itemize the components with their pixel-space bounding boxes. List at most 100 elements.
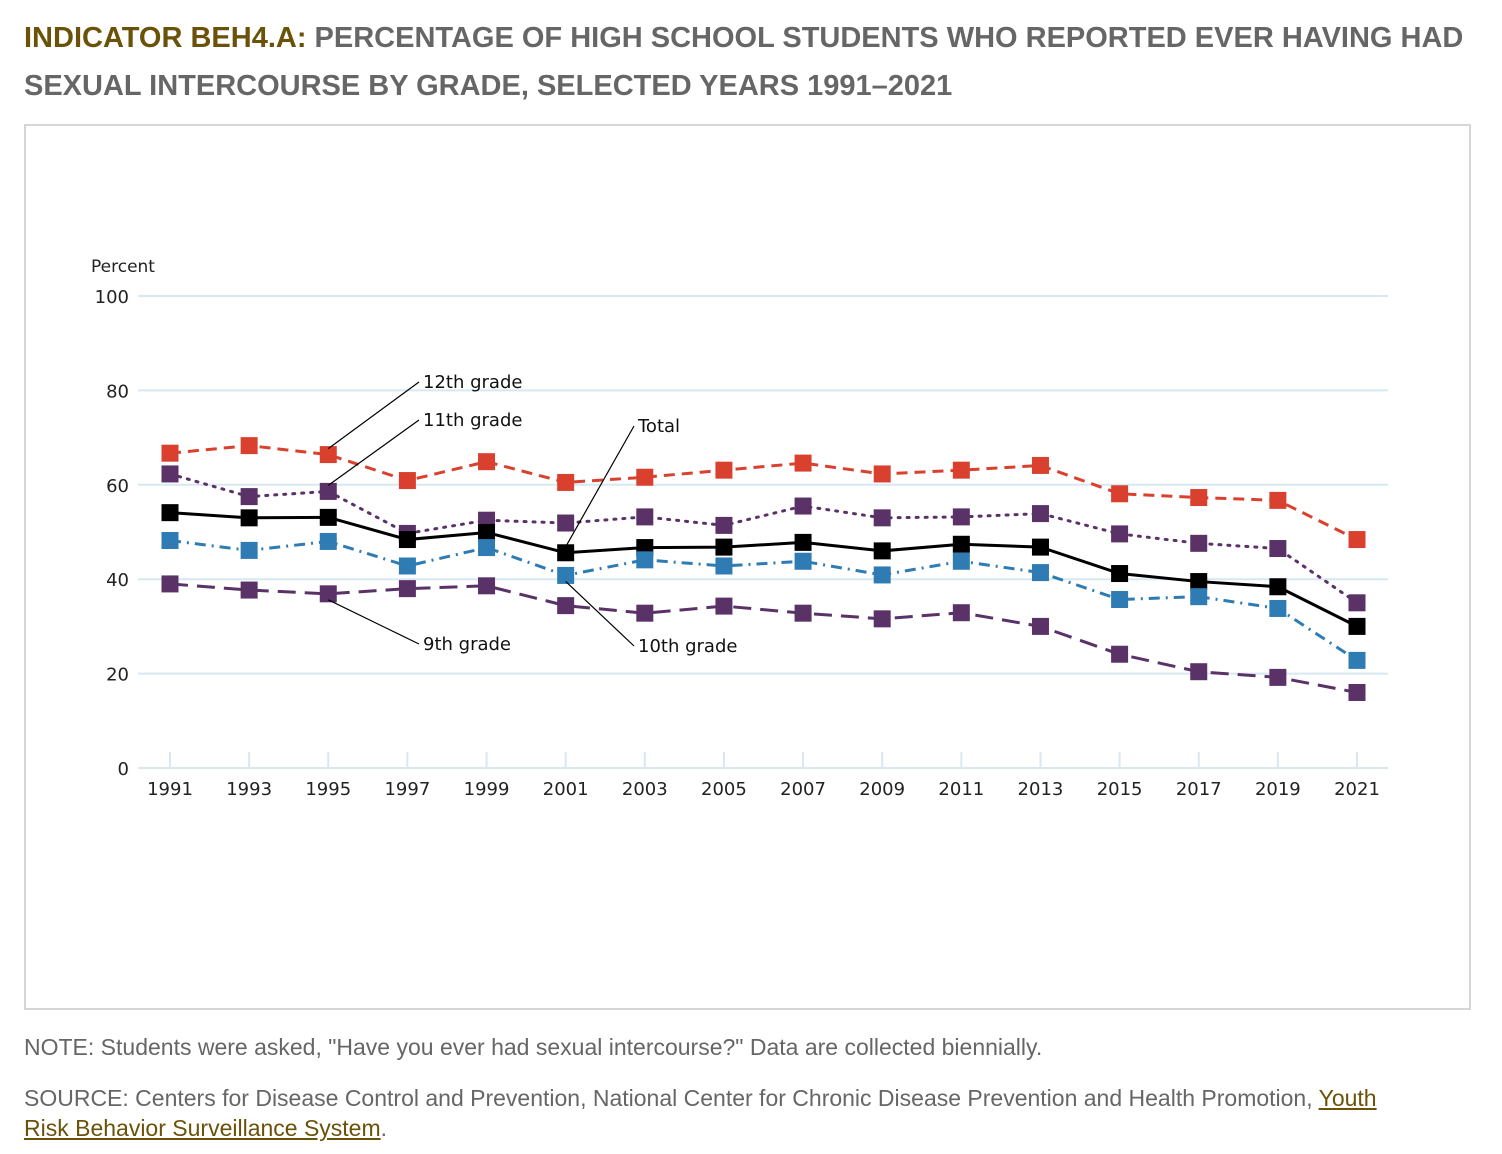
x-tick-label: 2011	[938, 779, 984, 800]
data-point-12th-grade	[240, 437, 258, 455]
data-point-12th-grade	[1111, 485, 1129, 503]
source-link[interactable]: Youth Risk Behavior Surveillance System	[24, 1085, 1377, 1141]
data-point-9th-grade	[161, 575, 179, 593]
data-point-10th-grade	[1190, 588, 1208, 606]
x-tick-label: 2013	[1018, 779, 1064, 800]
data-point-10th-grade	[1269, 599, 1287, 617]
data-point-total	[319, 508, 337, 526]
data-point-10th-grade	[478, 539, 496, 557]
data-point-12th-grade	[1269, 491, 1287, 509]
data-point-10th-grade	[636, 551, 654, 569]
data-point-10th-grade	[1348, 651, 1366, 669]
data-point-11th-grade	[319, 482, 337, 500]
data-point-10th-grade	[952, 552, 970, 570]
series-line-11th-grade	[168, 472, 1359, 605]
y-tick-label: 40	[106, 570, 129, 591]
data-point-10th-grade	[873, 566, 891, 584]
data-point-9th-grade	[1031, 617, 1049, 635]
annotation-label: 11th grade	[423, 410, 522, 431]
title-text: PERCENTAGE OF HIGH SCHOOL STUDENTS WHO R…	[24, 22, 1464, 102]
annotation-label: 12th grade	[423, 372, 522, 393]
annotation-leader	[565, 425, 635, 548]
data-point-total	[873, 542, 891, 560]
x-tick-label: 2001	[543, 779, 589, 800]
data-point-11th-grade	[240, 488, 258, 506]
x-tick-label: 2005	[701, 779, 747, 800]
data-point-12th-grade	[557, 473, 575, 491]
data-point-total	[952, 535, 970, 553]
data-point-9th-grade	[636, 604, 654, 622]
annotation-label: 9th grade	[423, 634, 511, 655]
x-tick-label: 1999	[464, 779, 510, 800]
series-line-9th-grade	[169, 582, 1358, 694]
data-point-10th-grade	[319, 532, 337, 550]
data-point-11th-grade	[794, 497, 812, 515]
annotation-leader	[327, 419, 420, 486]
data-point-9th-grade	[557, 597, 575, 615]
data-point-12th-grade	[161, 444, 179, 462]
data-point-9th-grade	[1190, 663, 1208, 681]
data-point-9th-grade	[794, 604, 812, 622]
y-tick-label: 80	[106, 381, 129, 402]
data-point-12th-grade	[952, 461, 970, 479]
data-point-total	[398, 531, 416, 549]
indicator-label: INDICATOR BEH4.A:	[24, 22, 307, 54]
data-point-9th-grade	[319, 585, 337, 603]
data-point-12th-grade	[873, 465, 891, 483]
source-suffix: .	[380, 1115, 388, 1141]
data-point-9th-grade	[398, 580, 416, 598]
data-point-10th-grade	[240, 541, 258, 559]
annotation-label: 10th grade	[638, 636, 737, 657]
source-text: SOURCE: Centers for Disease Control and …	[24, 1083, 1424, 1143]
x-tick-label: 1991	[147, 779, 193, 800]
data-point-11th-grade	[1190, 534, 1208, 552]
x-tick-label: 2019	[1255, 779, 1301, 800]
chart-title: INDICATOR BEH4.A: PERCENTAGE OF HIGH SCH…	[24, 14, 1464, 110]
data-point-11th-grade	[161, 465, 179, 483]
data-point-total	[161, 504, 179, 522]
data-point-12th-grade	[398, 472, 416, 490]
data-point-11th-grade	[952, 508, 970, 526]
line-chart: 0 20 40 60 80 100 Percent 1991 1993 1995 1997 1999 2…	[91, 257, 1388, 800]
data-point-12th-grade	[1348, 531, 1366, 549]
data-point-9th-grade	[873, 610, 891, 628]
series-line-10th-grade	[169, 539, 1358, 662]
data-point-11th-grade	[873, 509, 891, 527]
data-point-total	[557, 544, 575, 562]
data-point-11th-grade	[557, 514, 575, 532]
annotation-leader	[328, 599, 420, 645]
data-point-total	[794, 533, 812, 551]
data-point-total	[715, 538, 733, 556]
x-tick-label: 2015	[1097, 779, 1143, 800]
x-tick-label: 1997	[384, 779, 430, 800]
x-tick-label: 2021	[1334, 779, 1380, 800]
x-tick-label: 2007	[780, 779, 826, 800]
annotation-leader	[565, 580, 635, 647]
data-point-total	[1348, 617, 1366, 635]
data-point-10th-grade	[557, 566, 575, 584]
y-tick-label: 60	[106, 476, 129, 497]
data-point-10th-grade	[794, 552, 812, 570]
y-axis-label: Percent	[91, 257, 155, 277]
data-point-10th-grade	[161, 531, 179, 549]
source-prefix: SOURCE: Centers for Disease Control and …	[24, 1085, 1319, 1111]
data-point-total	[478, 523, 496, 541]
annotation-leader	[327, 381, 420, 450]
data-point-12th-grade	[715, 461, 733, 479]
data-point-11th-grade	[1269, 540, 1287, 558]
data-point-total	[1031, 538, 1049, 556]
y-tick-label: 100	[95, 287, 129, 308]
data-point-11th-grade	[1111, 525, 1129, 543]
data-point-11th-grade	[1031, 505, 1049, 523]
data-point-12th-grade	[319, 446, 337, 464]
data-point-9th-grade	[240, 581, 258, 599]
data-point-9th-grade	[952, 604, 970, 622]
note-text: NOTE: Students were asked, "Have you eve…	[24, 1034, 1043, 1060]
y-tick-label: 0	[118, 759, 129, 780]
data-point-11th-grade	[1348, 594, 1366, 612]
data-point-9th-grade	[1111, 645, 1129, 663]
data-point-10th-grade	[1111, 590, 1129, 608]
series-line-12th-grade	[169, 444, 1358, 541]
data-point-12th-grade	[478, 453, 496, 471]
annotation-label: Total	[637, 416, 680, 437]
